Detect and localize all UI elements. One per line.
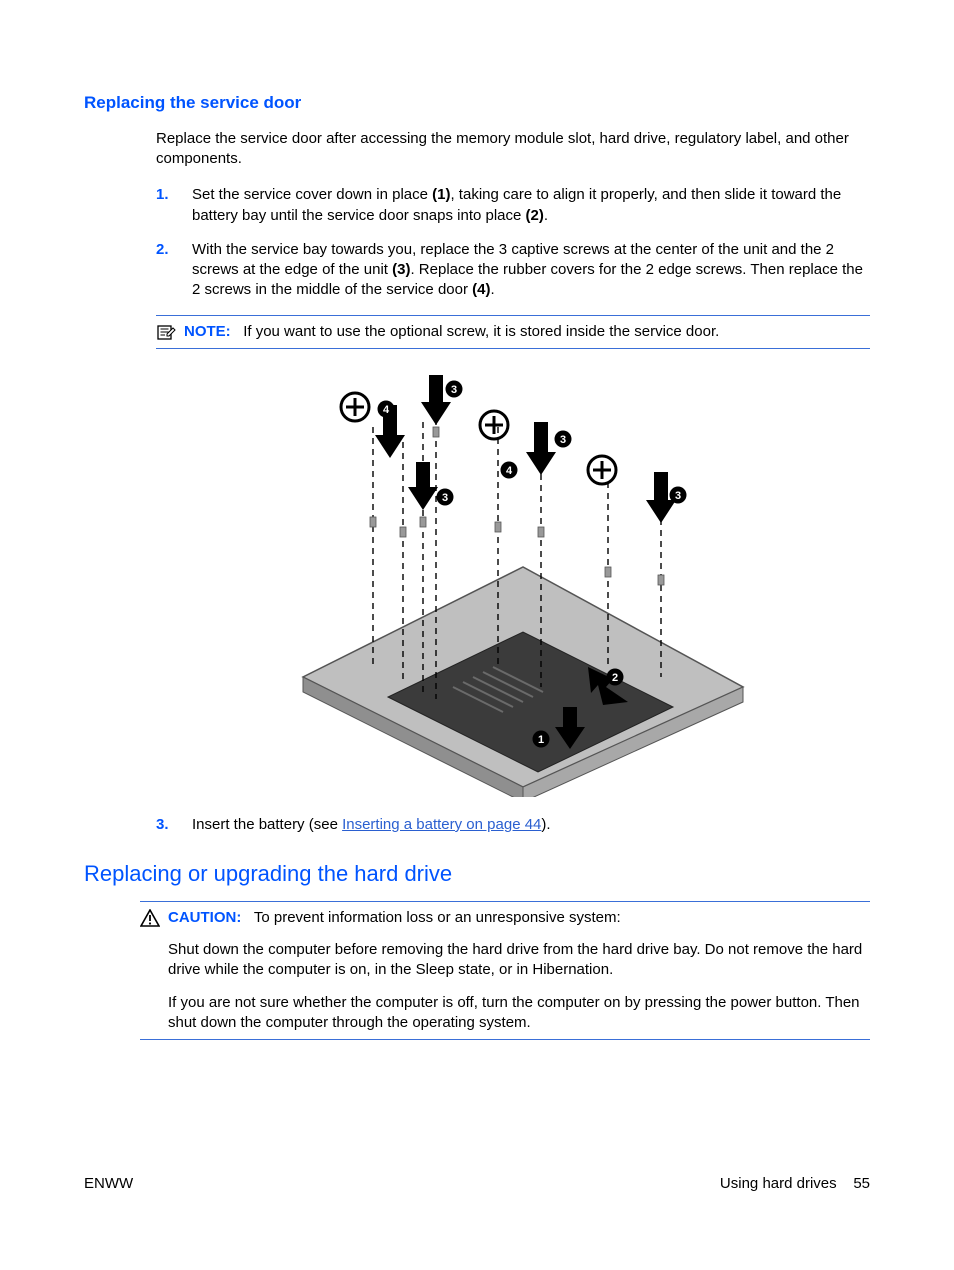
svg-text:3: 3 [675, 490, 681, 502]
caution-label: CAUTION: [168, 909, 241, 926]
step-3: 3. Insert the battery (see Inserting a b… [156, 815, 870, 835]
step-2: 2. With the service bay towards you, rep… [156, 240, 870, 301]
note-text: If you want to use the optional screw, i… [243, 323, 719, 340]
svg-text:4: 4 [383, 404, 390, 416]
caution-icon [140, 909, 160, 927]
svg-text:3: 3 [451, 384, 457, 396]
page-number: 55 [853, 1175, 870, 1192]
text-fragment: . [544, 207, 548, 224]
caution-content: CAUTION: To prevent information loss or … [168, 908, 870, 1033]
laptop-base [303, 567, 743, 797]
svg-text:3: 3 [442, 492, 448, 504]
note-label: NOTE: [184, 323, 231, 340]
step-number: 3. [156, 815, 192, 835]
caution-paragraph: Shut down the computer before removing t… [168, 940, 870, 981]
note-box: NOTE: If you want to use the optional sc… [156, 315, 870, 349]
svg-text:2: 2 [612, 672, 618, 684]
svg-text:3: 3 [560, 434, 566, 446]
step-text: With the service bay towards you, replac… [192, 240, 870, 301]
ordered-steps-continued: 3. Insert the battery (see Inserting a b… [156, 815, 870, 835]
caution-lead: To prevent information loss or an unresp… [254, 909, 621, 926]
bold-ref: (1) [432, 186, 450, 203]
caution-paragraph: If you are not sure whether the computer… [168, 993, 870, 1034]
figure-service-door: 4 3 3 4 3 3 2 1 [156, 367, 870, 797]
footer-right: Using hard drives 55 [720, 1174, 870, 1194]
step-text: Set the service cover down in place (1),… [192, 185, 870, 226]
text-fragment: Insert the battery (see [192, 816, 342, 833]
text-fragment: . [490, 281, 494, 298]
page-footer: ENWW Using hard drives 55 [84, 1174, 870, 1194]
ordered-steps: 1. Set the service cover down in place (… [156, 185, 870, 300]
diagram-svg: 4 3 3 4 3 3 2 1 [273, 367, 753, 797]
heading-replacing-hard-drive: Replacing or upgrading the hard drive [84, 859, 870, 889]
text-fragment: ). [541, 816, 550, 833]
heading-replacing-service-door: Replacing the service door [84, 92, 870, 115]
svg-text:4: 4 [506, 465, 513, 477]
svg-text:1: 1 [538, 734, 544, 746]
bold-ref: (3) [392, 261, 410, 278]
note-content: NOTE: If you want to use the optional sc… [184, 322, 719, 342]
caution-box: CAUTION: To prevent information loss or … [140, 901, 870, 1040]
text-fragment: Set the service cover down in place [192, 186, 432, 203]
screw-tips [370, 427, 664, 585]
note-icon [156, 323, 176, 341]
step-text: Insert the battery (see Inserting a batt… [192, 815, 870, 835]
step-number: 1. [156, 185, 192, 205]
footer-left: ENWW [84, 1174, 133, 1194]
step-number: 2. [156, 240, 192, 260]
bold-ref: (4) [472, 281, 490, 298]
footer-section: Using hard drives [720, 1175, 837, 1192]
step-1: 1. Set the service cover down in place (… [156, 185, 870, 226]
link-inserting-battery[interactable]: Inserting a battery on page 44 [342, 816, 541, 833]
intro-paragraph: Replace the service door after accessing… [156, 129, 870, 170]
bold-ref: (2) [526, 207, 544, 224]
